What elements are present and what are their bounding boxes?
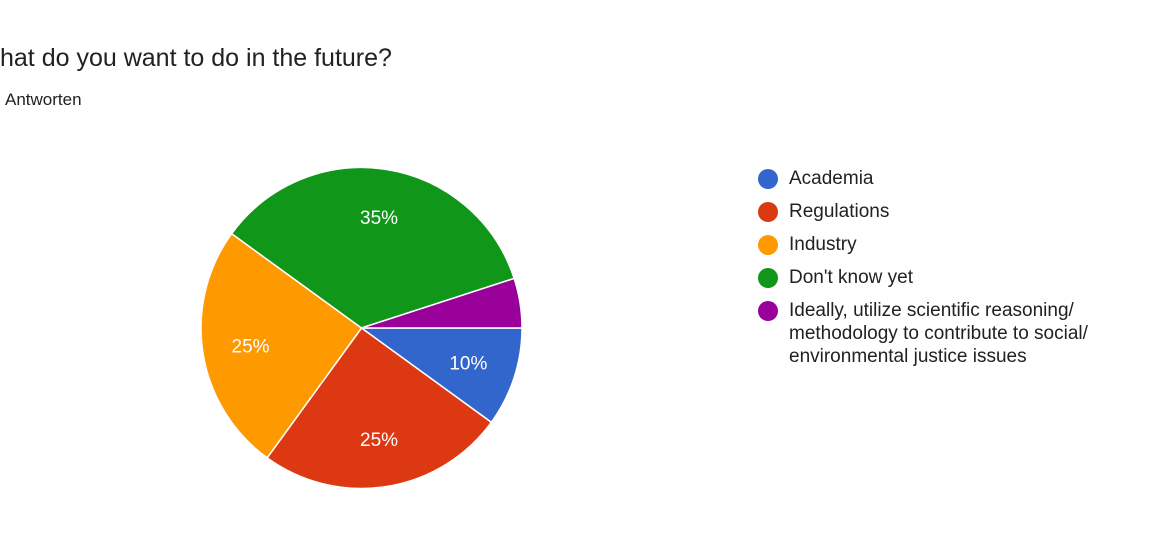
legend-swatch — [758, 169, 778, 189]
legend-item[interactable]: Don't know yet — [758, 266, 1158, 289]
pie-slice[interactable] — [200, 232, 363, 459]
response-count: Antworten — [5, 90, 82, 109]
pie-slice[interactable] — [230, 166, 516, 329]
legend-item[interactable]: Industry — [758, 233, 1158, 256]
legend-item[interactable]: Ideally, utilize scientific reasoning/ m… — [758, 299, 1158, 368]
chart-title: hat do you want to do in the future? — [0, 44, 392, 72]
data-label: 35% — [360, 208, 398, 229]
data-label: 10% — [449, 354, 487, 375]
legend-swatch — [758, 301, 778, 321]
legend-label: Industry — [789, 234, 857, 255]
legend-item[interactable]: Academia — [758, 167, 1158, 190]
legend-swatch — [758, 235, 778, 255]
legend-label: Don't know yet — [789, 267, 914, 288]
legend-item[interactable]: Regulations — [758, 200, 1158, 223]
legend-label: Ideally, utilize scientific reasoning/ m… — [789, 300, 1088, 367]
data-label: 25% — [232, 337, 270, 358]
legend-label: Academia — [789, 168, 874, 189]
pie-slice[interactable] — [361, 277, 523, 329]
legend-swatch — [758, 202, 778, 222]
pie-slice[interactable] — [266, 326, 493, 490]
legend-label: Regulations — [789, 201, 890, 222]
data-label: 25% — [360, 430, 398, 451]
pie-slice[interactable] — [359, 327, 523, 424]
pie-chart: 10% 25% 25% 35% — [200, 166, 523, 490]
legend-swatch — [758, 268, 778, 288]
legend: Academia Regulations Industry Don't know ye… — [758, 167, 1158, 378]
